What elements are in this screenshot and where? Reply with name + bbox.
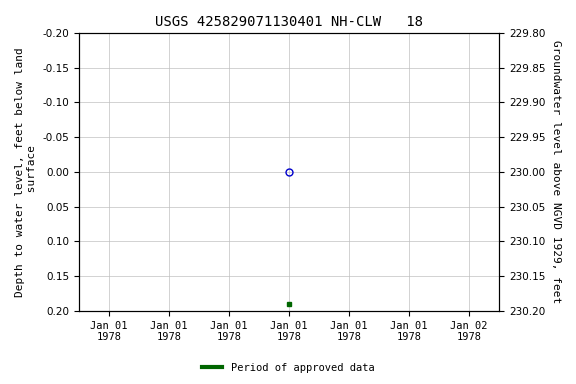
Title: USGS 425829071130401 NH-CLW   18: USGS 425829071130401 NH-CLW 18 (155, 15, 423, 29)
Y-axis label: Depth to water level, feet below land
 surface: Depth to water level, feet below land su… (15, 47, 37, 297)
Y-axis label: Groundwater level above NGVD 1929, feet: Groundwater level above NGVD 1929, feet (551, 40, 561, 303)
Legend: Period of approved data: Period of approved data (198, 359, 378, 377)
